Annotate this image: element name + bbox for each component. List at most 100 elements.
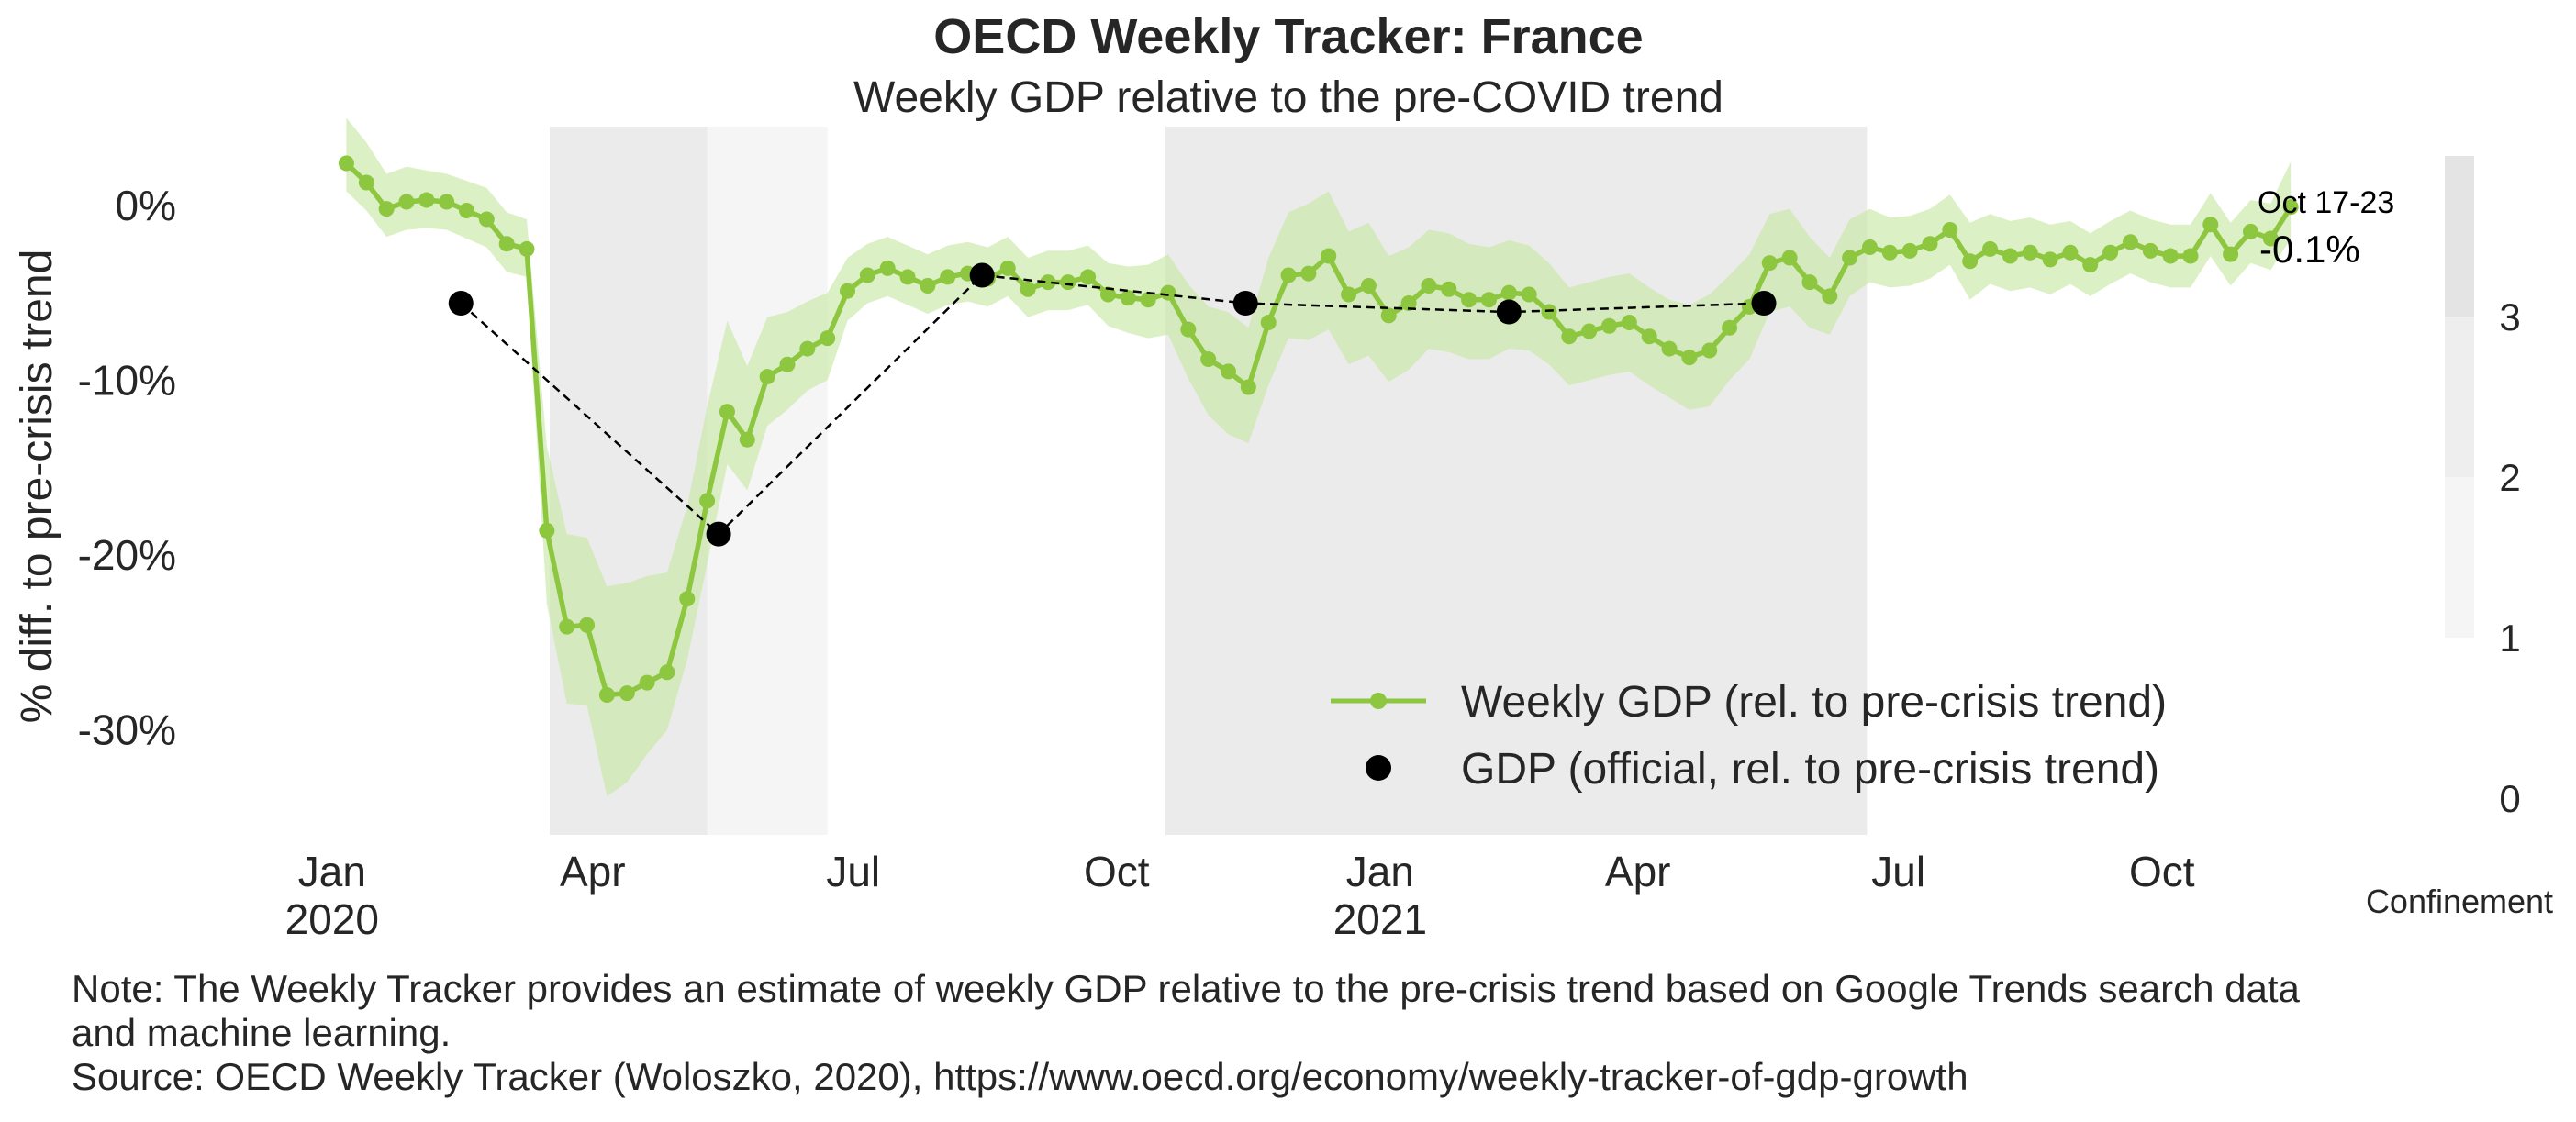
weekly-gdp-point	[1421, 277, 1437, 294]
footnote-source: Source: OECD Weekly Tracker (Woloszko, 2…	[72, 1055, 1968, 1098]
weekly-gdp-point	[940, 269, 956, 285]
confinement-colorbar: 0 1 2 3	[2445, 156, 2521, 820]
weekly-gdp-point	[699, 493, 716, 509]
weekly-gdp-point	[1160, 284, 1176, 301]
weekly-gdp-point	[1099, 286, 1116, 303]
weekly-gdp-point	[418, 192, 435, 208]
colorbar-segment-2	[2445, 317, 2474, 477]
weekly-gdp-point	[1982, 240, 1999, 257]
legend-label-official: GDP (official, rel. to pre-crisis trend)	[1461, 745, 2159, 794]
legend-marker-official	[1366, 755, 1391, 781]
weekly-gdp-point	[1300, 265, 1317, 282]
weekly-gdp-point	[2262, 230, 2279, 247]
x-tick-year: 2021	[1333, 895, 1427, 943]
weekly-gdp-point	[2122, 234, 2138, 250]
official-gdp-line	[460, 273, 1765, 536]
weekly-gdp-point	[2182, 248, 2199, 264]
weekly-gdp-point	[378, 201, 395, 217]
weekly-gdp-point	[1480, 292, 1497, 308]
weekly-gdp-point	[1681, 350, 1698, 366]
x-tick-label: Apr	[1605, 848, 1671, 895]
y-axis-label: % diff. to pre-crisis trend	[13, 250, 61, 724]
weekly-gdp-point	[2202, 217, 2219, 233]
latest-annotation: Oct 17-23 -0.1%	[2258, 185, 2394, 271]
weekly-gdp-point	[598, 687, 615, 704]
weekly-gdp-point	[1541, 304, 1557, 320]
weekly-gdp-point	[338, 155, 354, 172]
weekly-gdp-point	[1060, 274, 1076, 291]
weekly-gdp-point	[1400, 295, 1417, 312]
weekly-gdp-point	[779, 356, 796, 372]
weekly-gdp-point	[1020, 281, 1036, 297]
weekly-gdp-point	[2242, 223, 2258, 239]
weekly-gdp-point	[1942, 221, 1958, 238]
colorbar-tick-label: 3	[2499, 295, 2520, 339]
weekly-gdp-point	[1080, 269, 1097, 285]
weekly-gdp-point	[1521, 286, 1537, 303]
weekly-gdp-point	[1040, 274, 1056, 291]
chart: OECD Weekly Tracker: France Weekly GDP r…	[13, 9, 2553, 943]
x-tick-label: Oct	[1084, 848, 1150, 895]
colorbar-tick-label: 1	[2499, 617, 2520, 660]
colorbar-segment-3	[2445, 156, 2474, 317]
weekly-gdp-point	[1221, 363, 1237, 380]
weekly-gdp-point	[840, 283, 856, 299]
weekly-gdp-point	[719, 404, 735, 420]
weekly-gdp-point	[1601, 317, 1618, 334]
y-tick-label: -10%	[78, 356, 176, 404]
weekly-gdp-point	[899, 269, 916, 285]
weekly-gdp-point	[859, 267, 875, 283]
colorbar-segment-0	[2445, 638, 2474, 798]
colorbar-segment-1	[2445, 477, 2474, 638]
chart-title: OECD Weekly Tracker: France	[933, 9, 1643, 64]
weekly-gdp-point	[1240, 379, 1256, 395]
official-gdp-point	[706, 521, 731, 547]
weekly-gdp-point	[1722, 319, 1738, 336]
weekly-gdp-point	[2082, 257, 2099, 273]
weekly-gdp-point	[820, 330, 836, 347]
legend-marker-weekly	[1370, 693, 1387, 709]
official-gdp-point	[1496, 299, 1522, 325]
weekly-gdp-point	[920, 277, 936, 294]
weekly-gdp-point	[1922, 236, 1938, 252]
weekly-gdp-point	[879, 260, 896, 276]
weekly-gdp-point	[1962, 253, 1979, 270]
weekly-gdp-point	[2102, 244, 2119, 261]
y-tick-label: 0%	[116, 182, 176, 229]
weekly-gdp-point	[1781, 250, 1798, 266]
weekly-gdp-point	[759, 369, 775, 385]
weekly-gdp-point	[1380, 307, 1397, 324]
weekly-gdp-point	[1341, 286, 1357, 303]
weekly-gdp-point	[1120, 290, 1136, 306]
weekly-gdp-point	[1881, 244, 1898, 261]
weekly-gdp-point	[2062, 244, 2079, 261]
weekly-gdp-point	[1321, 248, 1337, 264]
weekly-gdp-point	[1641, 328, 1657, 345]
weekly-gdp-point	[639, 674, 655, 691]
weekly-gdp-point	[2042, 251, 2058, 268]
x-tick-label: Jan	[298, 848, 366, 895]
weekly-gdp-point	[559, 618, 575, 635]
weekly-gdp-point	[539, 522, 555, 539]
legend-label-weekly: Weekly GDP (rel. to pre-crisis trend)	[1461, 678, 2167, 727]
weekly-gdp-series	[338, 155, 2299, 704]
confinement-period-2	[707, 127, 828, 835]
official-gdp-point	[448, 291, 474, 317]
x-tick-label: Jul	[826, 848, 880, 895]
legend: Weekly GDP (rel. to pre-crisis trend) GD…	[1331, 678, 2167, 794]
weekly-gdp-point	[619, 685, 635, 702]
y-tick-label: -30%	[78, 706, 176, 754]
weekly-gdp-point	[1140, 292, 1156, 308]
weekly-gdp-point	[659, 664, 675, 681]
weekly-gdp-point	[1842, 250, 1858, 266]
y-axis-ticks: 0% -10% -20% -30%	[78, 182, 176, 754]
weekly-gdp-point	[739, 431, 755, 448]
weekly-gdp-point	[458, 202, 474, 218]
weekly-gdp-point	[2022, 244, 2038, 261]
weekly-gdp-point	[1441, 281, 1457, 297]
official-gdp-point	[1751, 291, 1777, 317]
legend-item-official: GDP (official, rel. to pre-crisis trend)	[1366, 745, 2159, 794]
weekly-gdp-point	[1360, 277, 1377, 294]
legend-item-weekly: Weekly GDP (rel. to pre-crisis trend)	[1331, 678, 2167, 727]
